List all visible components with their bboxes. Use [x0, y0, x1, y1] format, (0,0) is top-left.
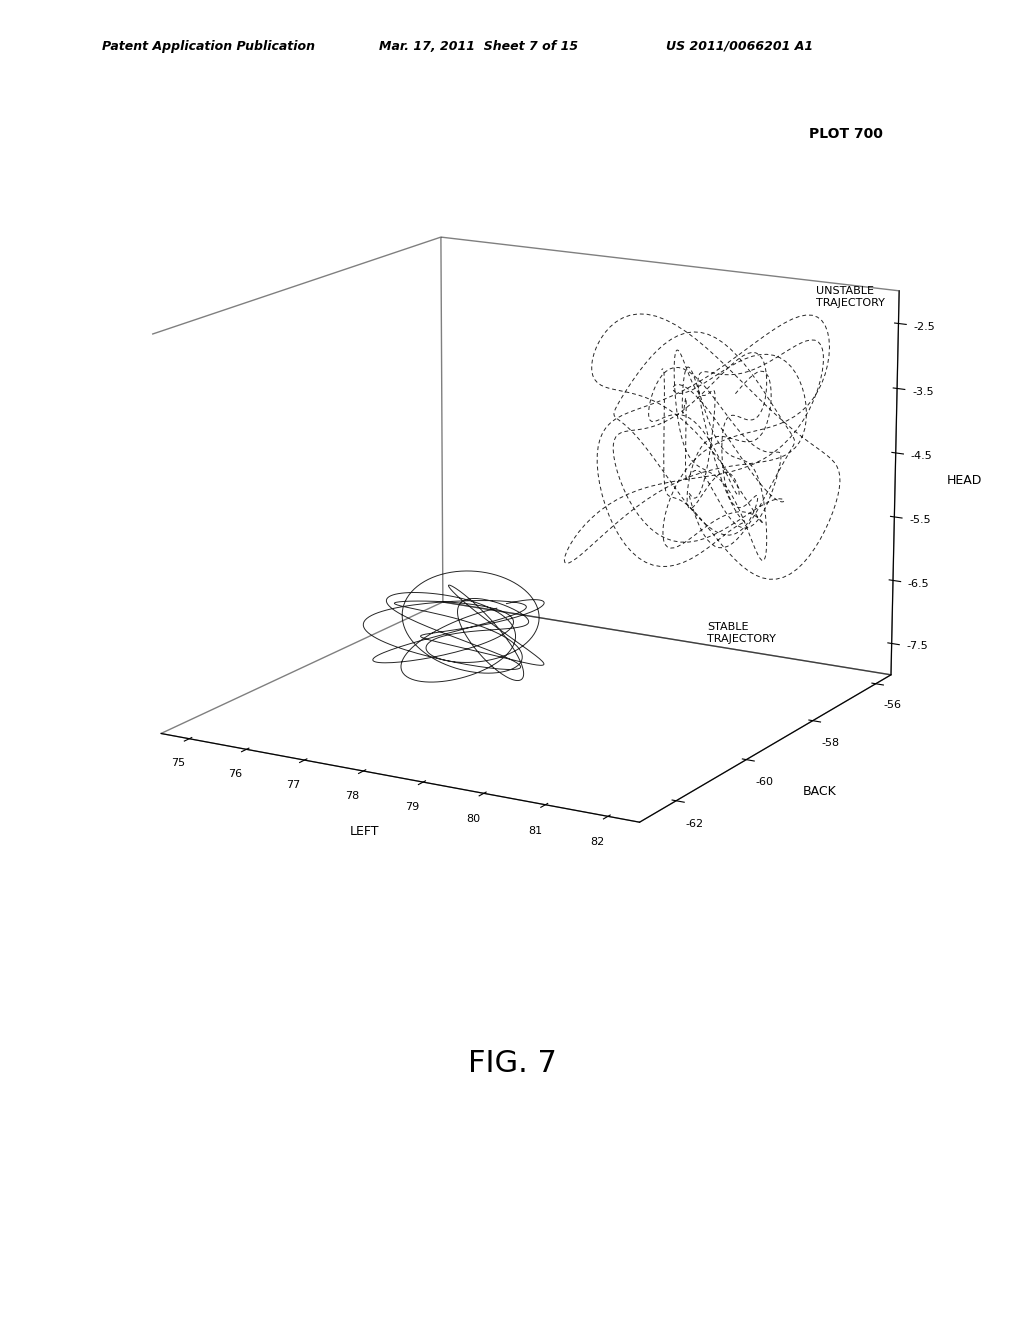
X-axis label: LEFT: LEFT: [349, 825, 379, 838]
Text: FIG. 7: FIG. 7: [468, 1049, 556, 1078]
Text: PLOT 700: PLOT 700: [809, 127, 884, 141]
Text: STABLE
TRAJECTORY: STABLE TRAJECTORY: [707, 622, 776, 644]
Text: Mar. 17, 2011  Sheet 7 of 15: Mar. 17, 2011 Sheet 7 of 15: [379, 40, 578, 53]
Text: Patent Application Publication: Patent Application Publication: [102, 40, 315, 53]
Text: US 2011/0066201 A1: US 2011/0066201 A1: [666, 40, 813, 53]
Y-axis label: BACK: BACK: [803, 785, 837, 799]
Text: UNSTABLE
TRAJECTORY: UNSTABLE TRAJECTORY: [816, 286, 885, 308]
Text: PLOT: PLOT: [839, 127, 884, 141]
